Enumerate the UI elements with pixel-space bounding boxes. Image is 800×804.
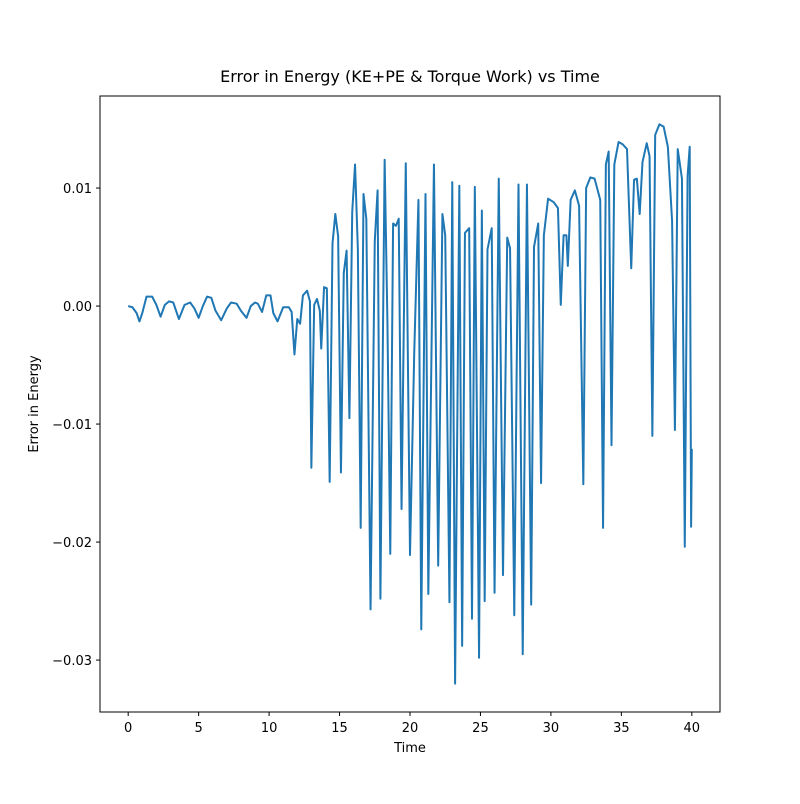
x-tick-label: 25: [472, 721, 489, 736]
y-tick-label: −0.02: [52, 536, 92, 551]
data-line: [127, 123, 693, 685]
x-axis-label: Time: [393, 741, 426, 756]
x-tick-label: 30: [543, 721, 560, 736]
x-tick-label: 15: [331, 721, 348, 736]
x-tick-label: 20: [402, 721, 419, 736]
x-tick-label: 40: [684, 721, 701, 736]
y-tick-label: −0.03: [52, 654, 92, 669]
x-tick-label: 10: [261, 721, 278, 736]
plot-frame: [99, 95, 721, 713]
x-tick-label: 35: [613, 721, 630, 736]
y-tick-label: −0.01: [52, 418, 92, 433]
y-tick-label: 0.00: [63, 300, 92, 315]
x-tick-label: 5: [194, 721, 202, 736]
x-tick-label: 0: [124, 721, 132, 736]
chart-title: Error in Energy (KE+PE & Torque Work) vs…: [220, 67, 600, 86]
y-tick-label: 0.01: [63, 182, 92, 197]
y-axis-label: Error in Energy: [27, 355, 42, 453]
